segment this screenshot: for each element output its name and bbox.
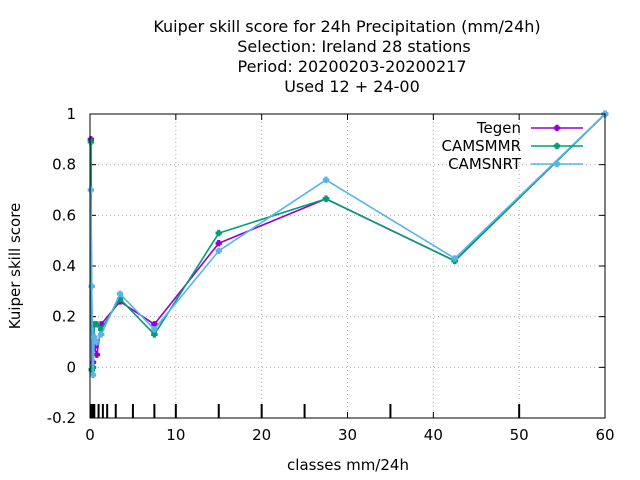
data-point [451,255,458,262]
data-point [87,138,95,146]
legend-marker [553,142,561,150]
series-camsmmr [87,110,609,374]
data-point [88,283,95,290]
y-tick-label: 0.6 [52,206,76,224]
data-point [97,331,105,338]
title-line-2: Selection: Ireland 28 stations [237,37,470,56]
title-line-1: Kuiper skill score for 24h Precipitation… [153,17,540,36]
data-point [89,371,97,379]
data-point [215,247,222,254]
data-point [91,333,98,341]
x-tick-label: 50 [510,426,529,444]
data-point [215,229,222,237]
x-tick-label: 10 [166,426,185,444]
grid-lines [90,114,605,418]
x-tick-label: 40 [424,426,443,444]
axis-ticks: 0 10 20 30 40 50 60 -0.2 0 0.2 0.4 0.6 0.8 1 [47,105,615,444]
series-line [90,113,606,376]
legend-marker [553,160,561,168]
data-point [322,195,330,203]
legend-label: CAMSNRT [448,155,522,173]
y-tick-label: 0 [66,358,76,376]
y-tick-label: -0.2 [47,409,76,427]
series-line [90,113,606,371]
data-point [87,186,95,194]
y-tick-label: 0.4 [52,257,76,275]
series-line [90,113,606,371]
x-tick-label: 60 [595,426,614,444]
x-axis-label: classes mm/24h [287,456,409,474]
y-axis-label: Kuiper skill score [6,203,24,330]
data-point [93,321,101,328]
data-point [93,351,101,358]
series-tegen [87,110,609,374]
data-point [93,338,101,346]
series-camsnrt [87,110,609,379]
data-point [151,331,158,338]
data-point [322,176,330,184]
legend-label: Tegen [476,119,521,137]
y-tick-label: 0.2 [52,308,76,326]
x-tick-label: 0 [85,426,95,444]
chart-title: Kuiper skill score for 24h Precipitation… [153,17,540,96]
plot-frame [89,113,606,419]
data-point [151,326,158,333]
x-tick-label: 20 [252,426,271,444]
title-line-3: Period: 20200203-20200217 [237,57,466,76]
y-tick-label: 1 [66,105,76,123]
legend-marker [553,124,561,132]
title-line-4: Used 12 + 24-00 [284,77,420,96]
series-layer [87,110,609,379]
legend-label: CAMSMMR [441,137,521,155]
data-point [151,321,158,328]
x-tick-label: 30 [338,426,357,444]
class-marks [89,404,521,418]
y-tick-label: 0.8 [52,156,76,174]
data-point [215,240,222,247]
data-point [116,290,124,298]
